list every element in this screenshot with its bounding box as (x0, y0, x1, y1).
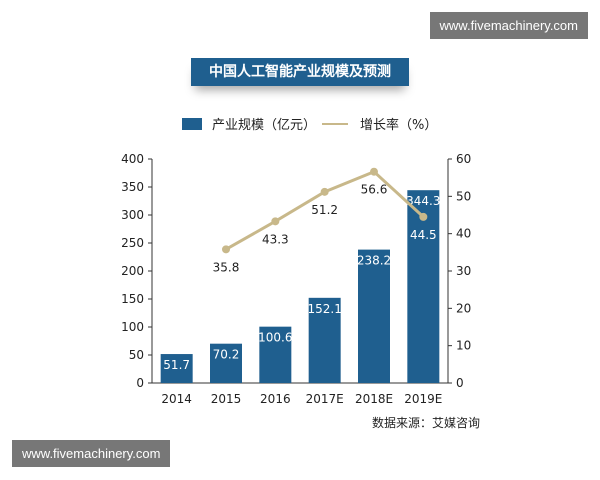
legend-line: 增长率（%） (322, 114, 437, 133)
tick-label-left: 350 (121, 180, 144, 194)
bar (358, 249, 390, 383)
growth-value-label: 44.5 (410, 228, 437, 242)
bar (407, 190, 440, 383)
chart-title: 中国人工智能产业规模及预测 (191, 58, 409, 86)
tick-label-right: 40 (456, 227, 471, 241)
growth-point (222, 245, 230, 254)
bar-value-label: 344.3 (406, 194, 440, 208)
tick-label-left: 400 (121, 152, 144, 166)
tick-label-left: 50 (129, 348, 144, 362)
bar (259, 326, 292, 383)
x-tick-label: 2015 (211, 392, 242, 406)
bar (210, 343, 242, 383)
bar-value-label: 70.2 (213, 348, 240, 362)
bar-value-label: 51.7 (163, 358, 190, 372)
tick-label-right: 30 (456, 264, 471, 278)
tick-label-left: 100 (121, 320, 144, 334)
growth-value-label: 51.2 (311, 203, 338, 217)
legend-bar: 产业规模（亿元） (182, 114, 316, 133)
x-tick-label: 2014 (161, 392, 192, 406)
tick-label-right: 50 (456, 189, 471, 203)
source-note: 数据来源：艾媒咨询 (372, 416, 481, 430)
tick-label-right: 20 (456, 301, 471, 315)
legend-bar-label: 产业规模（亿元） (212, 118, 317, 133)
tick-label-right: 10 (456, 339, 471, 353)
tick-label-left: 150 (121, 292, 144, 306)
tick-label-left: 300 (121, 208, 144, 222)
x-tick-label: 2016 (260, 392, 291, 406)
growth-point (419, 212, 428, 221)
bar (160, 354, 193, 383)
x-tick-label: 2018E (355, 392, 393, 406)
tick-label-right: 0 (456, 376, 464, 390)
tick-label-right: 60 (456, 152, 471, 166)
bar (308, 297, 341, 383)
growth-point (320, 187, 329, 196)
legend-bar-swatch (182, 117, 202, 130)
growth-point (370, 167, 378, 176)
growth-value-label: 35.8 (213, 260, 240, 274)
tick-label-left: 200 (121, 264, 144, 278)
growth-value-label: 56.6 (361, 183, 388, 197)
tick-label-left: 250 (121, 236, 144, 250)
tick-label-left: 0 (136, 376, 144, 390)
growth-value-label: 43.3 (262, 232, 289, 246)
watermark-bottom: www.fivemachinery.com (12, 440, 171, 467)
x-tick-label: 2019E (404, 392, 442, 406)
watermark-top: www.fivemachinery.com (429, 12, 588, 39)
bar-value-label: 100.6 (258, 331, 292, 345)
growth-point (271, 217, 280, 226)
legend-line-label: 增长率（%） (360, 118, 438, 133)
legend-line-swatch (322, 122, 348, 125)
bar-value-label: 152.1 (307, 302, 341, 316)
x-tick-label: 2017E (306, 392, 344, 406)
bar-value-label: 238.2 (357, 254, 391, 268)
